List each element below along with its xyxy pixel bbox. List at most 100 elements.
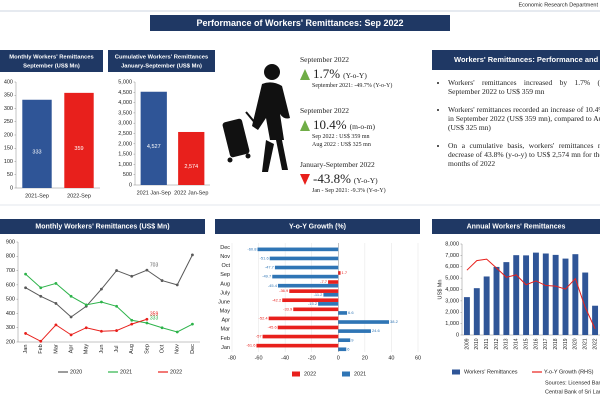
up-arrow: [300, 68, 310, 80]
value-label: -47.7: [265, 265, 275, 270]
legend-swatch: [452, 369, 460, 375]
title-banner: [150, 15, 450, 31]
point: [39, 294, 43, 298]
point: [130, 322, 134, 326]
y-tick-label: 100: [4, 159, 13, 165]
bar: [338, 347, 347, 352]
x-tick-label: -20: [308, 355, 316, 361]
traveler-icon: [222, 64, 290, 172]
point: [115, 329, 118, 332]
x-tick-label: -60: [255, 355, 263, 361]
bar: [338, 338, 351, 343]
x-tick-label: Jan: [23, 345, 29, 354]
bar: [289, 289, 339, 293]
bar: [493, 266, 500, 335]
y-tick-label: 3,000: [445, 298, 459, 304]
value-label: -15.2: [308, 301, 318, 306]
x-tick-label: -40: [281, 355, 289, 361]
point: [100, 300, 103, 304]
highlight: September 2022 10.4% (m-o-m) Sep 2022 : U…: [300, 106, 430, 149]
y-tick-label: 400: [4, 79, 13, 85]
y-tick-label: Sep: [220, 272, 230, 278]
point: [130, 274, 134, 278]
series-line: [25, 318, 148, 342]
value-label: -7.7: [320, 279, 328, 284]
x-tick-label: 2015: [523, 338, 529, 349]
x-tick-label: 2014: [514, 338, 520, 349]
x-tick-label: Feb: [38, 344, 44, 353]
legend-label: Workers' Remittances: [464, 369, 518, 375]
value-label: 703: [150, 262, 159, 268]
bar: [338, 271, 341, 275]
point: [191, 253, 194, 257]
y-tick-label: 2,000: [118, 141, 132, 147]
value-label: -60.8: [247, 246, 257, 251]
y-tick-label: Dec: [220, 245, 230, 251]
bar: [277, 325, 339, 330]
y-tick-label: Mar: [221, 327, 231, 333]
point: [69, 294, 73, 298]
chart-title-box: [432, 219, 600, 234]
bar: [328, 280, 339, 284]
highlight-value: -43.8%: [313, 171, 351, 186]
y-tick-label: 1,500: [118, 152, 132, 158]
y-tick-label: 1,000: [445, 321, 459, 327]
highlight: September 2022 1.7% (Y-o-Y) September 202…: [300, 55, 430, 90]
point: [145, 317, 149, 321]
org-name: Economic Research Department: [519, 2, 599, 8]
x-tick-label: May: [84, 344, 90, 355]
y-tick-label: Oct: [221, 263, 230, 269]
point: [145, 268, 149, 272]
value-label: 1.7: [342, 270, 348, 275]
y-tick-label: 200: [6, 339, 15, 345]
series-line: [25, 254, 193, 318]
y-tick-label: 350: [4, 93, 13, 99]
value-label: -33.9: [283, 306, 293, 311]
y-tick-label: 0: [129, 182, 132, 188]
chart-subtitle: September (US$ Mn): [23, 63, 80, 69]
x-tick-label: 60: [415, 355, 421, 361]
bar: [64, 92, 94, 188]
bar: [338, 320, 390, 324]
y-tick-label: June: [218, 299, 230, 305]
bar: [274, 265, 339, 270]
panel-title: Workers' Remittances: Performance and Ou…: [432, 50, 600, 70]
x-tick-label: -80: [228, 355, 236, 361]
y-tick-label: July: [220, 290, 230, 296]
y-tick-label: Aug: [220, 281, 230, 287]
y-tick-label: 6,000: [445, 264, 459, 270]
y-tick-label: 2,000: [445, 310, 459, 316]
y-tick-label: 800: [6, 254, 15, 260]
bar: [268, 316, 339, 321]
value-label: 359: [74, 146, 83, 152]
x-tick-label: Apr: [69, 345, 75, 354]
highlight-note: Aug 2022 : US$ 325 mn: [312, 142, 371, 148]
highlight-measure: (Y-o-Y): [353, 176, 378, 185]
point: [69, 315, 73, 319]
y-tick-label: 0: [10, 185, 13, 191]
point: [24, 286, 27, 290]
chart-title: Monthly Workers' Remittances (US$ Mn): [35, 223, 169, 230]
y-tick-label: 400: [6, 311, 15, 317]
value-label: 333: [150, 315, 159, 321]
x-tick-label: Sep: [144, 344, 150, 354]
bar: [542, 253, 549, 335]
point: [175, 283, 179, 287]
bullet: Workers' remittances increased by 1.7% (…: [448, 78, 600, 96]
value-label: 6: [347, 346, 350, 351]
point: [115, 269, 118, 272]
value-label: 359: [150, 312, 159, 318]
highlight-measure: (m-o-m): [349, 122, 376, 131]
point: [39, 286, 43, 290]
x-tick-label: 2011: [484, 338, 490, 349]
chart-title: Annual Workers' Remittances: [467, 223, 566, 230]
y-tick-label: 50: [7, 172, 13, 178]
source-note: Sources: Licensed Banks: [545, 380, 600, 386]
highlight-period: January-September 2022: [300, 160, 375, 169]
y-tick-label: 5,000: [445, 276, 459, 282]
bullet: Workers' remittances recorded an increas…: [448, 105, 600, 132]
bar: [262, 334, 339, 339]
highlight-note: September 2021: -49.7% (Y-o-Y): [312, 83, 393, 89]
y-tick-label: 3,500: [118, 110, 132, 116]
bar: [293, 307, 339, 312]
